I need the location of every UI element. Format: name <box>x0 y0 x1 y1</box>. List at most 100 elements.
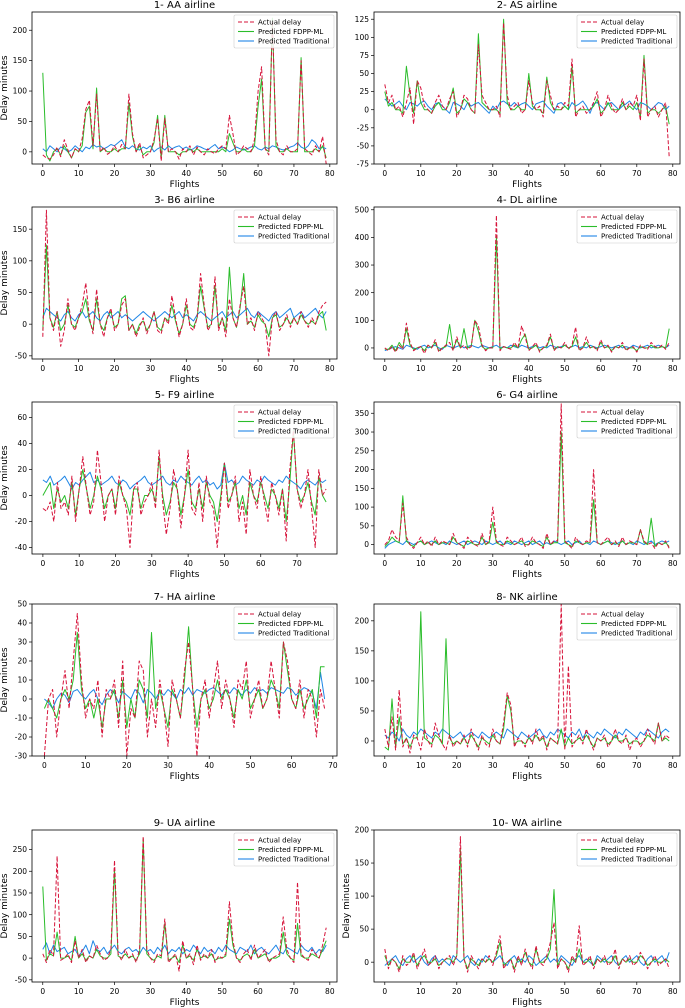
x-tick-label: 50 <box>217 364 227 373</box>
y-tick-label: -50 <box>15 975 27 984</box>
legend-label-actual: Actual delay <box>601 611 644 619</box>
legend-box <box>576 209 678 244</box>
x-tick-label: 30 <box>488 169 498 178</box>
series-line-fdpp <box>384 235 670 352</box>
y-tick-label: 100 <box>355 33 370 42</box>
series-line-fdpp <box>384 849 670 970</box>
x-tick-label: 70 <box>632 761 642 770</box>
plot-frame <box>373 11 681 165</box>
legend-box <box>233 209 335 244</box>
legend-label-trad: Predicted Traditional <box>601 233 673 241</box>
y-tick-label: 0 <box>22 491 27 500</box>
legend-label-actual: Actual delay <box>258 409 301 417</box>
y-tick-label: 0 <box>22 954 27 963</box>
x-axis-label: Flights <box>512 180 542 190</box>
legend-label-actual: Actual delay <box>258 214 301 222</box>
y-axis-label: Delay minutes <box>0 445 10 510</box>
x-tick-label: 30 <box>163 761 173 770</box>
y-tick-label: 200 <box>355 288 370 297</box>
series-line-actual <box>384 22 670 157</box>
series-line-actual <box>43 613 326 756</box>
legend-label-actual: Actual delay <box>601 837 644 845</box>
y-tick-label: 150 <box>355 646 370 655</box>
x-tick-label: 60 <box>253 364 263 373</box>
x-tick-label: 80 <box>668 364 678 373</box>
x-tick-label: 30 <box>146 169 156 178</box>
plot-frame <box>373 206 681 360</box>
x-tick-label: 50 <box>560 364 570 373</box>
x-axis-label: Flights <box>170 998 200 1008</box>
x-tick-label: 20 <box>110 987 120 996</box>
x-axis-label: Flights <box>512 375 542 385</box>
y-tick-label: 350 <box>355 409 370 418</box>
x-tick-label: 50 <box>560 559 570 568</box>
y-tick-label: 100 <box>13 910 28 919</box>
series-line-actual <box>42 836 327 972</box>
x-tick-label: 20 <box>111 559 121 568</box>
legend-label-fdpp: Predicted FDPP-ML <box>601 418 666 426</box>
x-tick-label: 10 <box>416 559 426 568</box>
x-tick-label: 0 <box>382 169 387 178</box>
x-tick-label: 60 <box>596 169 606 178</box>
y-tick-label: 30 <box>17 638 27 647</box>
chart-panel-8: 8- NK airline Flights 0 10 20 30 40 50 60 70 80 0 50… <box>355 592 681 782</box>
y-tick-label: 40 <box>17 619 27 628</box>
chart-panel-7: 7- HA airline Delay minutes Flights 0 10 20 30… <box>0 592 338 782</box>
x-tick-label: 0 <box>382 559 387 568</box>
x-tick-label: 70 <box>632 169 642 178</box>
x-tick-label: 20 <box>122 761 132 770</box>
plot-frame <box>31 829 338 983</box>
y-tick-label: 500 <box>355 205 370 214</box>
chart-title: 5- F9 airline <box>155 390 215 401</box>
y-tick-label: 250 <box>355 446 370 455</box>
x-tick-label: 80 <box>668 169 678 178</box>
y-tick-label: 20 <box>17 657 27 666</box>
series-line-actual <box>384 403 670 549</box>
y-tick-label: 50 <box>17 117 27 126</box>
legend-label-fdpp: Predicted FDPP-ML <box>258 223 323 231</box>
x-tick-label: 20 <box>452 364 462 373</box>
y-tick-label: -75 <box>357 160 369 169</box>
chart-title: 4- DL airline <box>497 195 558 206</box>
legend-box <box>233 606 335 641</box>
x-tick-label: 70 <box>632 364 642 373</box>
x-tick-label: 30 <box>146 987 156 996</box>
y-tick-label: 400 <box>355 233 370 242</box>
x-tick-label: 80 <box>668 987 678 996</box>
plot-frame <box>31 11 338 165</box>
x-tick-label: 60 <box>253 169 263 178</box>
chart-panel-1: 1- AA airline Delay minutes Flights 0 10 20 30… <box>0 0 338 190</box>
x-tick-label: 70 <box>632 987 642 996</box>
x-axis-label: Flights <box>170 570 200 580</box>
x-tick-label: 50 <box>217 987 227 996</box>
legend-label-fdpp: Predicted FDPP-ML <box>258 620 323 628</box>
legend-label-actual: Actual delay <box>601 19 644 27</box>
y-tick-label: 100 <box>355 503 370 512</box>
x-tick-label: 10 <box>416 987 426 996</box>
y-axis-label: Delay minutes <box>0 250 10 315</box>
chart-title: 8- NK airline <box>496 592 557 603</box>
x-tick-label: 40 <box>204 761 214 770</box>
x-tick-label: 60 <box>596 987 606 996</box>
chart-title: 9- UA airline <box>154 818 216 829</box>
y-tick-label: -10 <box>15 714 27 723</box>
x-tick-label: 40 <box>182 987 192 996</box>
legend-label-fdpp: Predicted FDPP-ML <box>258 28 323 36</box>
legend-label-actual: Actual delay <box>258 611 301 619</box>
x-tick-label: 0 <box>382 761 387 770</box>
x-tick-label: 80 <box>325 364 335 373</box>
x-tick-label: 80 <box>668 761 678 770</box>
x-axis-label: Flights <box>170 772 200 782</box>
y-tick-label: 50 <box>17 288 27 297</box>
legend-label-trad: Predicted Traditional <box>601 38 673 46</box>
chart-panel-10: 10- WA airline Delay minutes Flights 0 10 20 3… <box>342 818 681 1008</box>
x-tick-label: 10 <box>81 761 91 770</box>
x-tick-label: 10 <box>74 559 84 568</box>
y-tick-label: 150 <box>13 225 28 234</box>
x-tick-label: 70 <box>289 987 299 996</box>
legend-label-trad: Predicted Traditional <box>258 428 330 436</box>
